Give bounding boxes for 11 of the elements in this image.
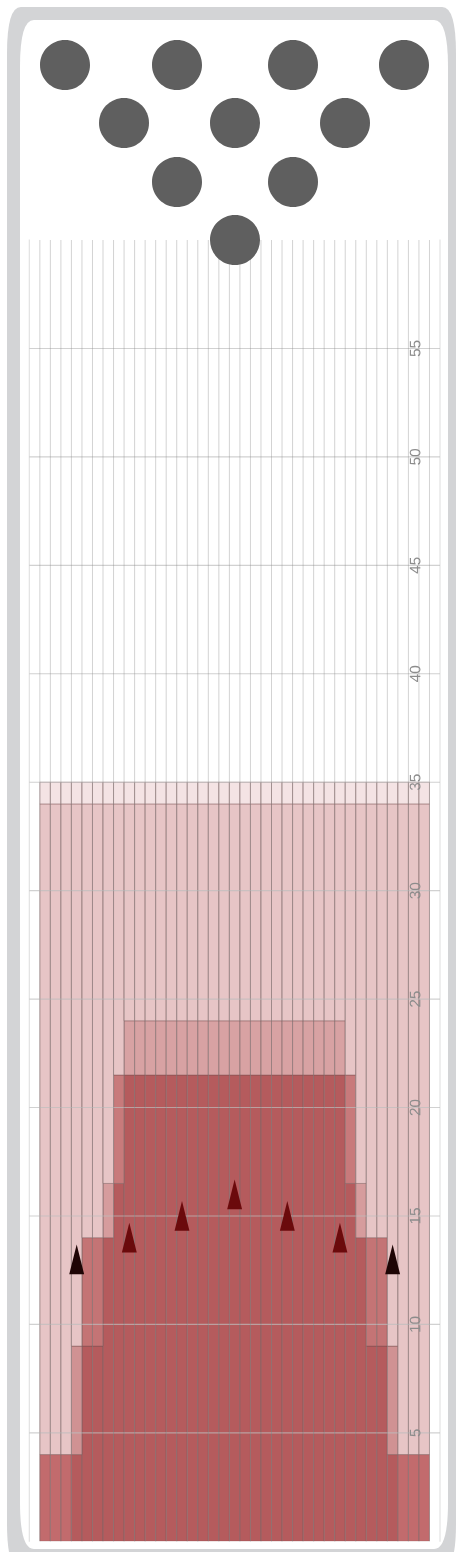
y-tick-label: 20 (409, 1099, 421, 1116)
y-tick-label: 40 (409, 665, 421, 682)
y-tick-label: 10 (409, 1316, 421, 1332)
y-tick-label: 50 (409, 448, 421, 465)
y-tick-label: 45 (409, 557, 421, 574)
y-tick-label: 35 (409, 774, 421, 791)
y-tick-label: 15 (409, 1208, 421, 1224)
y-tick-label: 55 (409, 340, 421, 357)
y-tick-label: 25 (409, 991, 421, 1007)
y-tick-label: 5 (409, 1429, 421, 1437)
y-tick-label: 30 (409, 882, 421, 899)
